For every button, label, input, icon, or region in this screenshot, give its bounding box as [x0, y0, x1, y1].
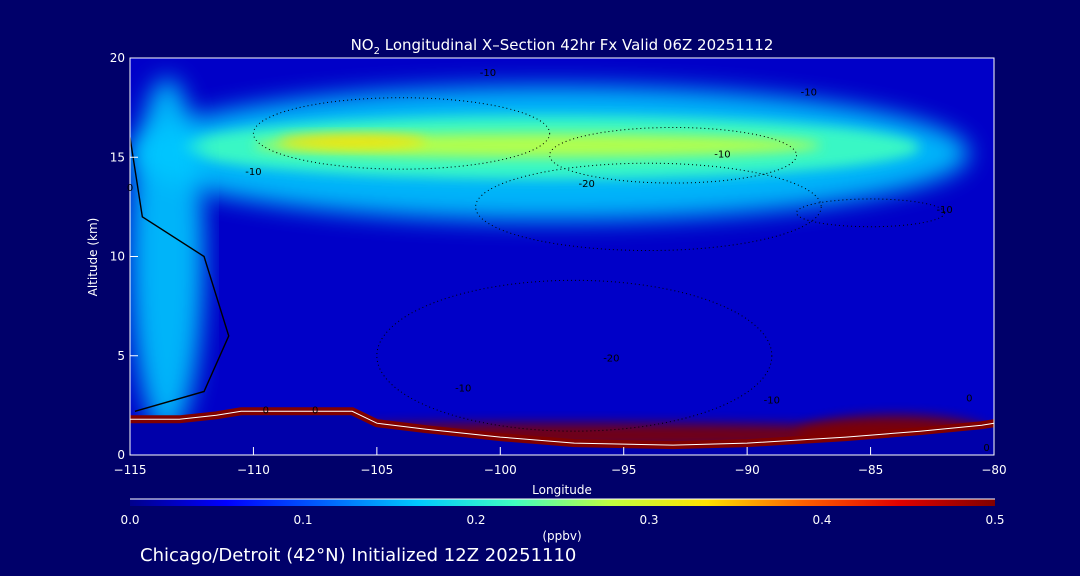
colorbar-tick-label: 0.0 [120, 513, 139, 527]
y-tick-label: 20 [110, 51, 125, 65]
contour-label: -10 [480, 68, 496, 79]
x-tick-label: −115 [114, 463, 147, 477]
footer-caption: Chicago/Detroit (42°N) Initialized 12Z 2… [140, 545, 576, 566]
x-tick-label: −95 [611, 463, 636, 477]
colorbar-gradient [130, 499, 995, 506]
contour-dotted-4 [796, 198, 946, 228]
contour-label: 0 [966, 393, 972, 404]
y-tick-label: 10 [110, 250, 125, 264]
contour-label: -10 [245, 167, 261, 178]
contour-label: 0 [263, 405, 269, 416]
x-tick-label: −90 [734, 463, 759, 477]
chart-title: NO2 Longitudinal X–Section 42hr Fx Valid… [351, 36, 774, 57]
colorbar-ticks: 0.0 0.1 0.2 0.3 0.4 0.5 [120, 513, 1004, 527]
x-tick-label: −105 [360, 463, 393, 477]
contour-label: -10 [936, 205, 952, 216]
y-axis-label: Altitude (km) [86, 218, 100, 297]
colorbar-units: (ppbv) [542, 529, 581, 543]
colorbar-tick-label: 0.2 [466, 513, 485, 527]
contour-label: -10 [455, 383, 471, 394]
colorbar-tick-label: 0.4 [812, 513, 831, 527]
terrain-mask [130, 407, 994, 455]
contour-label: 0 [983, 443, 989, 454]
contour-dotted-0 [252, 97, 551, 170]
surface-line [130, 410, 994, 446]
x-axis-label: Longitude [532, 483, 592, 497]
colorbar-tick-label: 0.3 [639, 513, 658, 527]
contour-dotted-1 [549, 126, 798, 184]
x-tick-label: −110 [237, 463, 270, 477]
contour-dotted-3 [376, 279, 773, 432]
contour-label: -10 [801, 88, 817, 99]
plot-area [130, 58, 994, 455]
x-tick-label: −85 [858, 463, 883, 477]
contour-labels: -10 -10 -10 -10 -10 -20 -20 -10 -10 0 0 0 0 0 [127, 68, 990, 454]
colorbar-tick-label: 0.1 [293, 513, 312, 527]
y-tick-label: 5 [117, 349, 125, 363]
colorbar-tick-label: 0.5 [985, 513, 1004, 527]
contour-label: -20 [603, 354, 619, 365]
x-axis: −115 −110 −105 −100 −95 −90 −85 −80 [114, 447, 1007, 477]
contour-solid-west [130, 137, 230, 413]
contour-label: 0 [127, 183, 133, 194]
x-tick-label: −100 [484, 463, 517, 477]
contour-dotted-2 [475, 162, 822, 252]
y-axis: 0 5 10 15 20 [110, 51, 138, 462]
colorbar: 0.0 0.1 0.2 0.3 0.4 0.5 (ppbv) [120, 498, 1005, 543]
x-tick-label: −80 [981, 463, 1006, 477]
contour-label: -20 [579, 179, 595, 190]
contour-label: 0 [312, 405, 318, 416]
contour-label: -10 [764, 395, 780, 406]
concentration-band-west-boundary-column [130, 77, 205, 436]
concentration-band-upper-layer-max [278, 134, 427, 149]
y-tick-label: 0 [117, 448, 125, 462]
y-tick-label: 15 [110, 150, 125, 164]
contour-lines [130, 97, 946, 432]
contour-label: -10 [714, 149, 730, 160]
